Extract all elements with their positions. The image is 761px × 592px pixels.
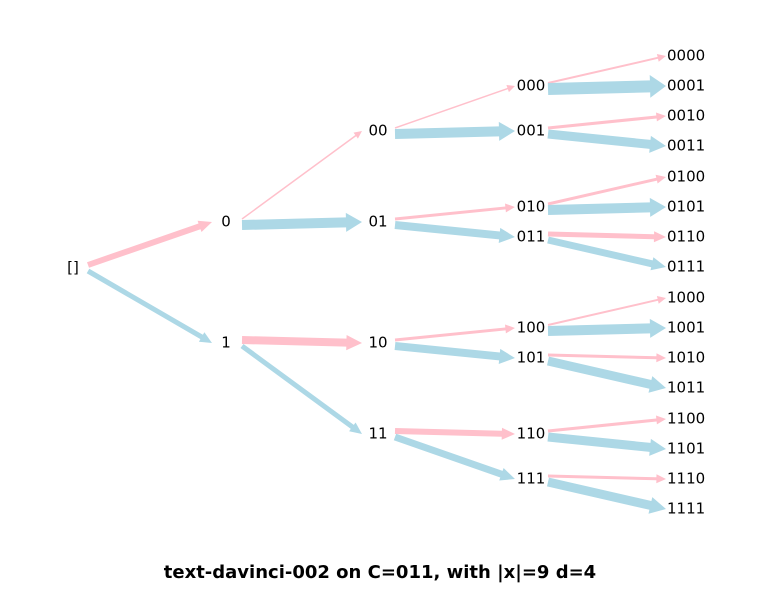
- node-label: 1010: [667, 349, 705, 367]
- edge-arrow: [547, 112, 666, 130]
- node-label: 1111: [667, 500, 705, 518]
- node-label: 1000: [667, 289, 705, 307]
- node-label: 1100: [667, 410, 705, 428]
- node-label: 0100: [667, 168, 705, 186]
- edge-arrow: [548, 353, 666, 363]
- node-label: 0000: [667, 47, 705, 65]
- node-label: 0101: [667, 198, 705, 216]
- node-label: 111: [517, 470, 546, 488]
- node-label: 1101: [667, 440, 705, 458]
- edge-arrow: [87, 220, 212, 268]
- edge-arrow: [394, 221, 515, 243]
- edge-arrow: [394, 427, 515, 440]
- node-label: 100: [517, 319, 546, 337]
- node-label: 110: [517, 425, 546, 443]
- node-label: 0001: [667, 77, 705, 95]
- edge-arrow: [547, 296, 666, 326]
- node-label: 10: [368, 334, 387, 352]
- edge-arrow: [240, 344, 362, 434]
- edge-arrow: [547, 318, 666, 338]
- labels: []01000110110000010100111001011101110000…: [67, 47, 705, 518]
- edge-arrow: [547, 432, 666, 456]
- node-label: 1110: [667, 470, 705, 488]
- edges: [86, 54, 666, 514]
- node-label: 0110: [667, 228, 705, 246]
- edge-arrow: [547, 415, 666, 433]
- caption: text-davinci-002 on C=011, with |x|=9 d=…: [164, 562, 596, 583]
- edge-arrow: [394, 121, 515, 141]
- edge-arrow: [394, 342, 515, 364]
- edge-arrow: [393, 433, 515, 481]
- edge-arrow: [241, 335, 362, 351]
- edge-arrow: [86, 268, 212, 343]
- edge-arrow: [394, 203, 515, 221]
- node-label: 01: [368, 213, 387, 231]
- edge-arrow: [394, 324, 515, 342]
- node-label: 1001: [667, 319, 705, 337]
- edge-arrow: [394, 85, 515, 129]
- node-label: 011: [517, 228, 546, 246]
- node-label: 0011: [667, 137, 705, 155]
- node-label: 000: [517, 77, 546, 95]
- edge-arrow: [547, 54, 666, 84]
- node-label: 11: [368, 425, 387, 443]
- edge-arrow: [547, 197, 666, 217]
- node-label: 001: [517, 122, 546, 140]
- node-label: 1: [221, 334, 231, 352]
- edge-arrow: [547, 236, 666, 271]
- edge-arrow: [241, 212, 362, 232]
- edge-arrow: [547, 129, 666, 153]
- node-label: 1011: [667, 379, 705, 397]
- edge-arrow: [547, 356, 666, 393]
- node-label: 101: [517, 349, 546, 367]
- node-label: 00: [368, 122, 387, 140]
- edge-arrow: [548, 474, 666, 484]
- edge-arrow: [547, 231, 666, 243]
- node-label: 0010: [667, 107, 705, 125]
- node-label: []: [67, 259, 79, 277]
- edge-arrow: [547, 75, 666, 98]
- edge-arrow: [241, 131, 362, 220]
- node-label: 010: [517, 198, 546, 216]
- node-label: 0111: [667, 258, 705, 276]
- node-label: 0: [221, 213, 231, 231]
- edge-arrow: [547, 477, 666, 514]
- edge-arrow: [547, 174, 666, 206]
